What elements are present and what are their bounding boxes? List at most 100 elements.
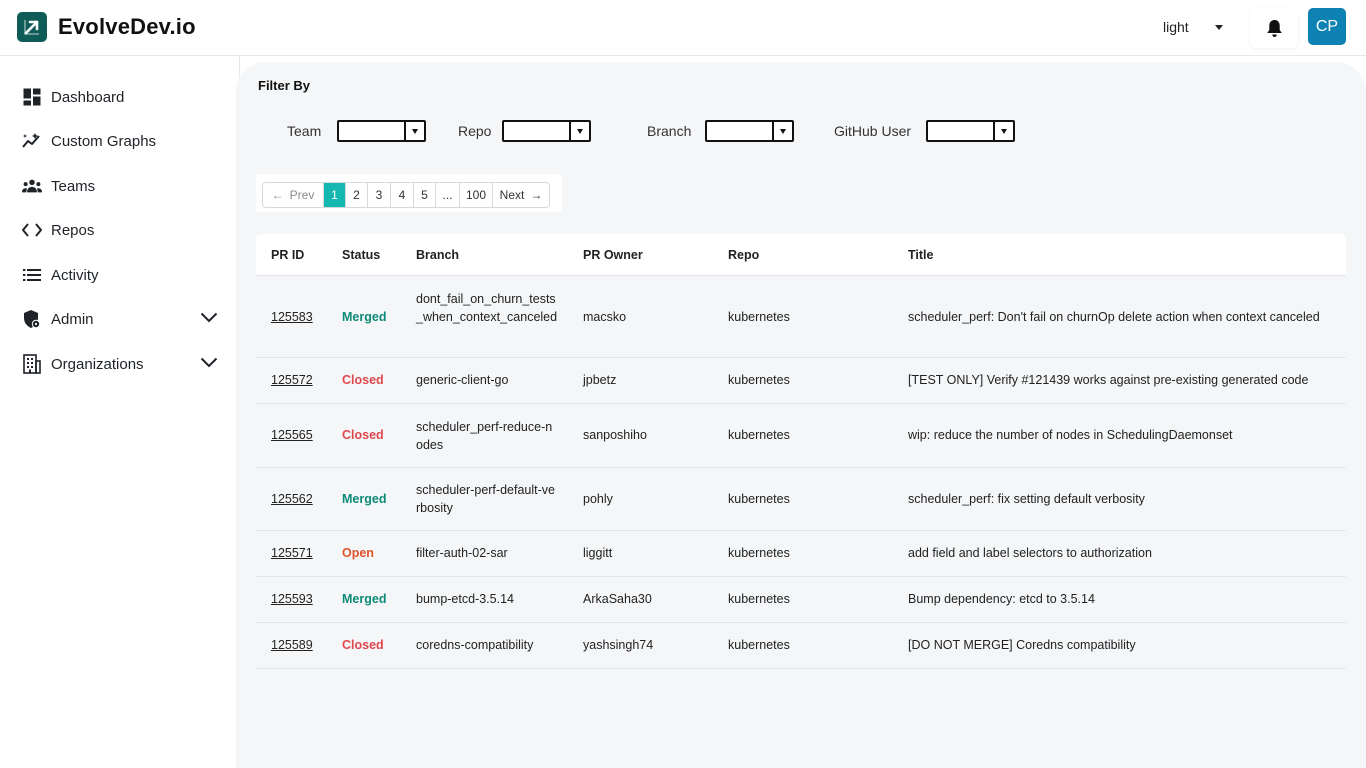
top-header: EvolveDev.io light CP — [0, 0, 1366, 56]
sidebar-item-dashboard[interactable]: Dashboard — [22, 85, 222, 109]
pr-id-link[interactable]: 125565 — [271, 428, 313, 442]
arrow-right-icon: → — [530, 188, 543, 202]
page-button-5[interactable]: 5 — [414, 183, 436, 207]
branch-filter-select[interactable] — [705, 120, 794, 142]
pr-owner-cell: yashsingh74 — [583, 638, 654, 652]
pr-id-link[interactable]: 125571 — [271, 546, 313, 560]
notifications-button[interactable] — [1250, 8, 1298, 48]
teams-icon — [22, 176, 42, 196]
next-label: Next — [499, 188, 525, 202]
graph-icon — [22, 131, 42, 151]
repo-cell: kubernetes — [728, 492, 790, 506]
team-filter-label: Team — [287, 123, 322, 139]
table-row: 125565 Closed scheduler_perf-reduce-nodes s… — [256, 404, 1346, 468]
prev-page-button[interactable]: ← Prev — [263, 183, 324, 207]
chevron-down-icon — [993, 122, 1013, 140]
user-avatar[interactable]: CP — [1308, 8, 1346, 45]
page-button-3[interactable]: 3 — [368, 183, 391, 207]
pr-id-link[interactable]: 125589 — [271, 638, 313, 652]
prev-label: Prev — [289, 188, 315, 202]
repo-filter-select[interactable] — [502, 120, 591, 142]
sidebar-item-label: Admin — [51, 310, 94, 328]
pr-owner-cell: jpbetz — [583, 373, 617, 387]
pr-id-link[interactable]: 125572 — [271, 373, 313, 387]
pagination: ← Prev 1 2 3 4 5 ... 100 Next → — [262, 182, 550, 208]
pr-id-link[interactable]: 125562 — [271, 492, 313, 506]
table-row: 125562 Merged scheduler-perf-default-verbo… — [256, 468, 1346, 531]
chevron-down-icon[interactable] — [200, 310, 218, 328]
chevron-down-icon — [772, 122, 792, 140]
status-badge: Merged — [342, 310, 387, 324]
chevron-down-icon — [1215, 24, 1223, 30]
branch-cell: scheduler-perf-default-verbosity — [416, 483, 555, 515]
building-icon — [22, 354, 42, 374]
page-button-100[interactable]: 100 — [460, 183, 493, 207]
sidebar-item-label: Dashboard — [51, 88, 125, 106]
pagination-container: ← Prev 1 2 3 4 5 ... 100 Next → — [256, 174, 562, 212]
status-badge: Closed — [342, 638, 384, 652]
sidebar-item-repos[interactable]: Repos — [22, 218, 222, 242]
sidebar-item-organizations[interactable]: Organizations — [22, 352, 222, 376]
title-cell: [DO NOT MERGE] Coredns compatibility — [908, 638, 1136, 652]
brand[interactable]: EvolveDev.io — [17, 12, 196, 42]
pr-table: PR ID Status Branch PR Owner Repo Title … — [256, 234, 1346, 669]
team-filter-select[interactable] — [337, 120, 426, 142]
table-row: 125572 Closed generic-client-go jpbetz kuber… — [256, 358, 1346, 404]
branch-cell: dont_fail_on_churn_tests_when_context_ca… — [416, 292, 558, 324]
column-header-pr-id: PR ID — [271, 248, 305, 262]
theme-select-value: light — [1163, 19, 1189, 35]
table-row: 125571 Open filter-auth-02-sar liggitt kuber… — [256, 531, 1346, 577]
pr-id-link[interactable]: 125583 — [271, 310, 313, 324]
github-user-filter-label: GitHub User — [834, 123, 912, 139]
chevron-down-icon — [569, 122, 589, 140]
repo-cell: kubernetes — [728, 592, 790, 606]
sidebar-item-label: Repos — [51, 221, 95, 239]
title-cell: scheduler_perf: fix setting default verb… — [908, 492, 1145, 506]
chevron-down-icon[interactable] — [200, 355, 218, 373]
title-cell: scheduler_perf: Don't fail on churnOp de… — [908, 310, 1320, 324]
repo-cell: kubernetes — [728, 428, 790, 442]
theme-select[interactable]: light — [1163, 17, 1235, 37]
main-panel: Filter By Team Repo Branch GitHub User ←… — [236, 62, 1366, 768]
column-header-title: Title — [908, 248, 934, 262]
sidebar-item-activity[interactable]: Activity — [22, 263, 222, 287]
table-row: 125583 Merged dont_fail_on_churn_tests_whe… — [256, 277, 1346, 358]
bell-icon — [1266, 19, 1282, 37]
github-user-filter-select[interactable] — [926, 120, 1015, 142]
repo-filter-label: Repo — [458, 123, 492, 139]
status-badge: Closed — [342, 373, 384, 387]
pr-owner-cell: sanposhiho — [583, 428, 647, 442]
repo-cell: kubernetes — [728, 638, 790, 652]
status-badge: Merged — [342, 492, 387, 506]
sidebar-item-label: Teams — [51, 177, 96, 195]
sidebar-item-teams[interactable]: Teams — [22, 174, 222, 198]
repo-cell: kubernetes — [728, 546, 790, 560]
table-row: 125593 Merged bump-etcd-3.5.14 ArkaSaha30 ku… — [256, 577, 1346, 623]
next-page-button[interactable]: Next → — [493, 183, 549, 207]
status-badge: Open — [342, 546, 374, 560]
chevron-down-icon — [404, 122, 424, 140]
page-button-1[interactable]: 1 — [324, 183, 346, 207]
branch-filter-label: Branch — [647, 123, 692, 139]
branch-cell: scheduler_perf-reduce-nodes — [416, 420, 553, 452]
status-badge: Closed — [342, 428, 384, 442]
pr-id-link[interactable]: 125593 — [271, 592, 313, 606]
admin-shield-icon — [22, 309, 42, 329]
list-icon — [22, 265, 42, 285]
table-row: 125589 Closed coredns-compatibility yashsin… — [256, 623, 1346, 669]
page-button-4[interactable]: 4 — [391, 183, 414, 207]
pr-owner-cell: pohly — [583, 492, 613, 506]
brand-logo-icon — [17, 12, 47, 42]
sidebar: Dashboard Custom Graphs Teams — [0, 56, 240, 768]
brand-name: EvolveDev.io — [58, 14, 196, 39]
page-button-2[interactable]: 2 — [346, 183, 368, 207]
code-icon — [22, 220, 42, 240]
sidebar-item-admin[interactable]: Admin — [22, 307, 222, 331]
sidebar-item-custom-graphs[interactable]: Custom Graphs — [22, 129, 222, 153]
sidebar-item-label: Organizations — [51, 355, 144, 373]
title-cell: [TEST ONLY] Verify #121439 works against… — [908, 373, 1309, 387]
dashboard-icon — [22, 87, 42, 107]
arrow-left-icon: ← — [271, 188, 284, 202]
column-header-branch: Branch — [416, 248, 460, 262]
branch-cell: bump-etcd-3.5.14 — [416, 592, 514, 606]
